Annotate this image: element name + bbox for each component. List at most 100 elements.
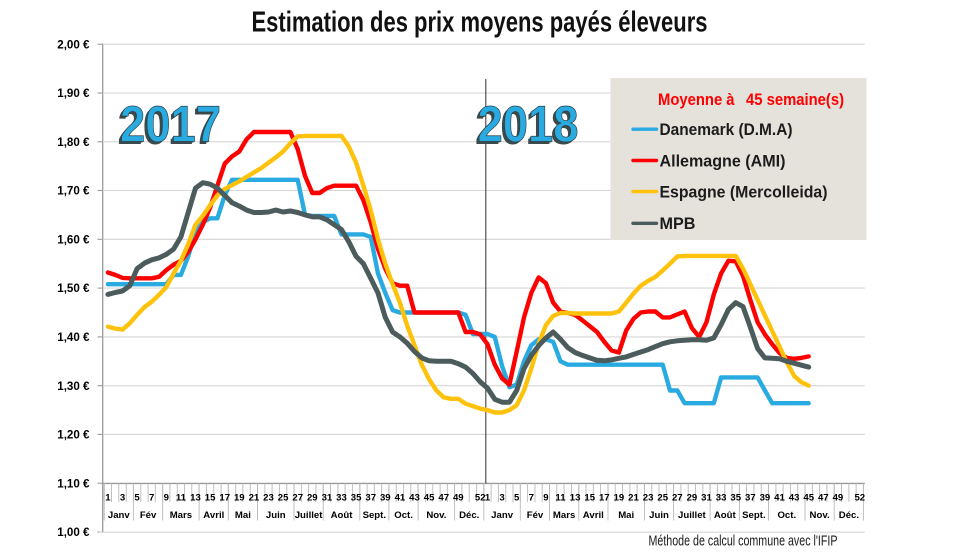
svg-text:Mai: Mai [618,510,634,521]
svg-text:41: 41 [774,493,785,504]
svg-text:2017: 2017 [119,97,220,154]
svg-text:Nov.: Nov. [810,510,830,521]
svg-text:13: 13 [570,493,581,504]
svg-text:52: 52 [475,493,486,504]
svg-text:Mars: Mars [553,510,575,521]
svg-text:Avril: Avril [583,510,604,521]
svg-text:35: 35 [730,493,741,504]
svg-text:13: 13 [190,493,201,504]
svg-text:23: 23 [263,493,274,504]
svg-text:39: 39 [760,493,771,504]
svg-text:5: 5 [514,493,520,504]
svg-text:2018: 2018 [475,98,576,155]
svg-text:11: 11 [555,493,566,504]
svg-text:1,50 €: 1,50 € [57,282,90,295]
svg-text:Estimation des prix moyens pay: Estimation des prix moyens payés éleveur… [252,7,708,39]
svg-text:37: 37 [745,493,756,504]
svg-text:Fév: Fév [527,510,544,521]
svg-text:9: 9 [164,493,169,504]
svg-text:29: 29 [687,493,698,504]
svg-text:Danemark (D.M.A): Danemark (D.M.A) [660,121,793,139]
svg-text:Espagne (Mercolleida): Espagne (Mercolleida) [660,183,828,201]
svg-text:1,60 €: 1,60 € [57,233,90,246]
svg-text:Janv: Janv [491,510,514,521]
svg-text:9: 9 [543,493,548,504]
svg-text:MPB: MPB [660,215,696,233]
svg-text:45: 45 [803,493,814,504]
svg-text:Janv: Janv [108,510,131,521]
svg-text:35: 35 [351,493,362,504]
svg-text:47: 47 [818,493,829,504]
svg-text:2018: 2018 [478,96,579,153]
svg-text:Août: Août [714,510,737,521]
svg-text:2018: 2018 [476,97,577,154]
svg-text:Sept.: Sept. [363,510,386,521]
svg-text:1: 1 [485,493,491,504]
svg-text:23: 23 [643,493,654,504]
svg-text:52: 52 [854,493,865,504]
svg-text:1,70 €: 1,70 € [57,185,90,198]
svg-text:Déc.: Déc. [459,510,479,521]
svg-text:1: 1 [105,493,111,504]
svg-text:49: 49 [833,493,844,504]
svg-text:Nov.: Nov. [426,510,446,521]
svg-text:11: 11 [176,493,187,504]
svg-text:15: 15 [584,493,595,504]
svg-text:1,20 €: 1,20 € [57,429,90,442]
svg-text:Juillet: Juillet [295,510,324,521]
svg-text:Sept.: Sept. [742,510,765,521]
svg-text:37: 37 [365,493,376,504]
svg-text:5: 5 [134,493,140,504]
svg-text:7: 7 [149,493,154,504]
svg-text:27: 27 [672,493,683,504]
svg-text:47: 47 [438,493,449,504]
svg-text:17: 17 [219,493,230,504]
svg-text:7: 7 [529,493,534,504]
svg-text:33: 33 [336,493,347,504]
svg-text:31: 31 [322,493,333,504]
svg-text:3: 3 [120,493,125,504]
svg-text:21: 21 [628,493,639,504]
svg-text:2017: 2017 [120,96,221,153]
svg-text:31: 31 [701,493,712,504]
svg-text:1,10 €: 1,10 € [57,477,90,490]
svg-text:43: 43 [409,493,420,504]
svg-text:1,40 €: 1,40 € [57,331,90,344]
svg-text:1,90 €: 1,90 € [57,87,90,100]
svg-text:25: 25 [278,493,289,504]
svg-text:17: 17 [599,493,610,504]
svg-text:Juillet: Juillet [678,510,707,521]
svg-text:39: 39 [380,493,391,504]
svg-text:Avril: Avril [203,510,224,521]
svg-text:49: 49 [453,493,464,504]
svg-text:Juin: Juin [649,510,669,521]
svg-text:43: 43 [789,493,800,504]
svg-text:Fév: Fév [140,510,157,521]
svg-text:15: 15 [205,493,216,504]
svg-text:Mars: Mars [170,510,192,521]
svg-text:Oct.: Oct. [394,510,413,521]
svg-text:1,30 €: 1,30 € [57,380,90,393]
svg-text:27: 27 [292,493,303,504]
svg-text:2,00 €: 2,00 € [57,38,90,51]
svg-text:Oct.: Oct. [777,510,796,521]
svg-text:25: 25 [657,493,668,504]
svg-text:1,00 €: 1,00 € [57,526,90,539]
svg-text:Méthode de calcul commune avec: Méthode de calcul commune avec l'IFIP [649,534,838,550]
svg-text:21: 21 [249,493,260,504]
svg-text:Moyenne à 45 semaine(s): Moyenne à 45 semaine(s) [658,91,844,109]
svg-text:29: 29 [307,493,318,504]
svg-text:2017: 2017 [117,98,218,155]
svg-text:Allemagne (AMI): Allemagne (AMI) [660,152,786,170]
svg-text:3: 3 [499,493,504,504]
svg-text:1,80 €: 1,80 € [57,136,90,149]
svg-text:19: 19 [614,493,625,504]
svg-text:Août: Août [331,510,354,521]
svg-text:Déc.: Déc. [839,510,859,521]
svg-text:Mai: Mai [235,510,251,521]
svg-text:19: 19 [234,493,245,504]
svg-text:33: 33 [716,493,727,504]
svg-text:45: 45 [424,493,435,504]
svg-text:Juin: Juin [266,510,286,521]
svg-text:41: 41 [395,493,406,504]
